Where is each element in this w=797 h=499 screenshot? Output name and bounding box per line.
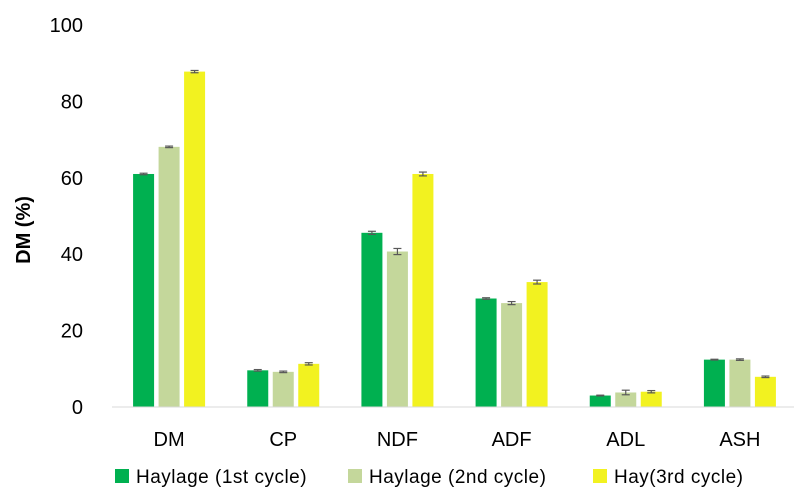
y-tick-label: 80	[61, 91, 83, 113]
bar	[703, 359, 725, 407]
bar	[640, 391, 662, 407]
bar	[361, 232, 383, 407]
bar	[729, 359, 751, 407]
x-tick-label: NDF	[377, 429, 418, 451]
bar	[272, 371, 294, 407]
bar	[754, 376, 776, 407]
legend-label: Haylage (1st cycle)	[136, 467, 307, 488]
bar	[184, 71, 206, 407]
bars	[133, 69, 776, 407]
bar	[386, 251, 408, 407]
y-tick-label: 100	[50, 15, 83, 37]
y-tick-label: 60	[61, 168, 83, 190]
bar	[526, 282, 548, 407]
bar	[158, 146, 180, 407]
bar	[475, 298, 497, 407]
legend: Haylage (1st cycle) Haylage (2nd cycle) Ha…	[115, 467, 743, 488]
y-tick-label: 40	[61, 244, 83, 266]
legend-swatch	[593, 469, 607, 483]
legend-label: Haylage (2nd cycle)	[369, 467, 546, 488]
bar	[247, 370, 269, 407]
bar	[412, 173, 434, 407]
x-tick-label: ADF	[492, 429, 532, 451]
bar	[133, 173, 155, 407]
y-tick-label: 0	[72, 397, 83, 419]
y-tick-label: 20	[61, 321, 83, 343]
x-tick-label: ASH	[719, 429, 760, 451]
bar	[615, 392, 637, 407]
bar	[298, 363, 320, 407]
legend-label: Hay(3rd cycle)	[614, 467, 743, 488]
y-axis: 0 20 40 60 80 100	[50, 15, 83, 419]
legend-swatch	[348, 469, 362, 483]
x-axis: DM CP NDF ADF ADL ASH	[112, 406, 794, 451]
bar	[589, 395, 611, 407]
legend-swatch	[115, 469, 129, 483]
x-tick-label: CP	[269, 429, 297, 451]
y-axis-title: DM (%)	[13, 196, 35, 264]
x-tick-label: ADL	[606, 429, 645, 451]
x-tick-label: DM	[154, 429, 185, 451]
bar	[501, 303, 523, 407]
